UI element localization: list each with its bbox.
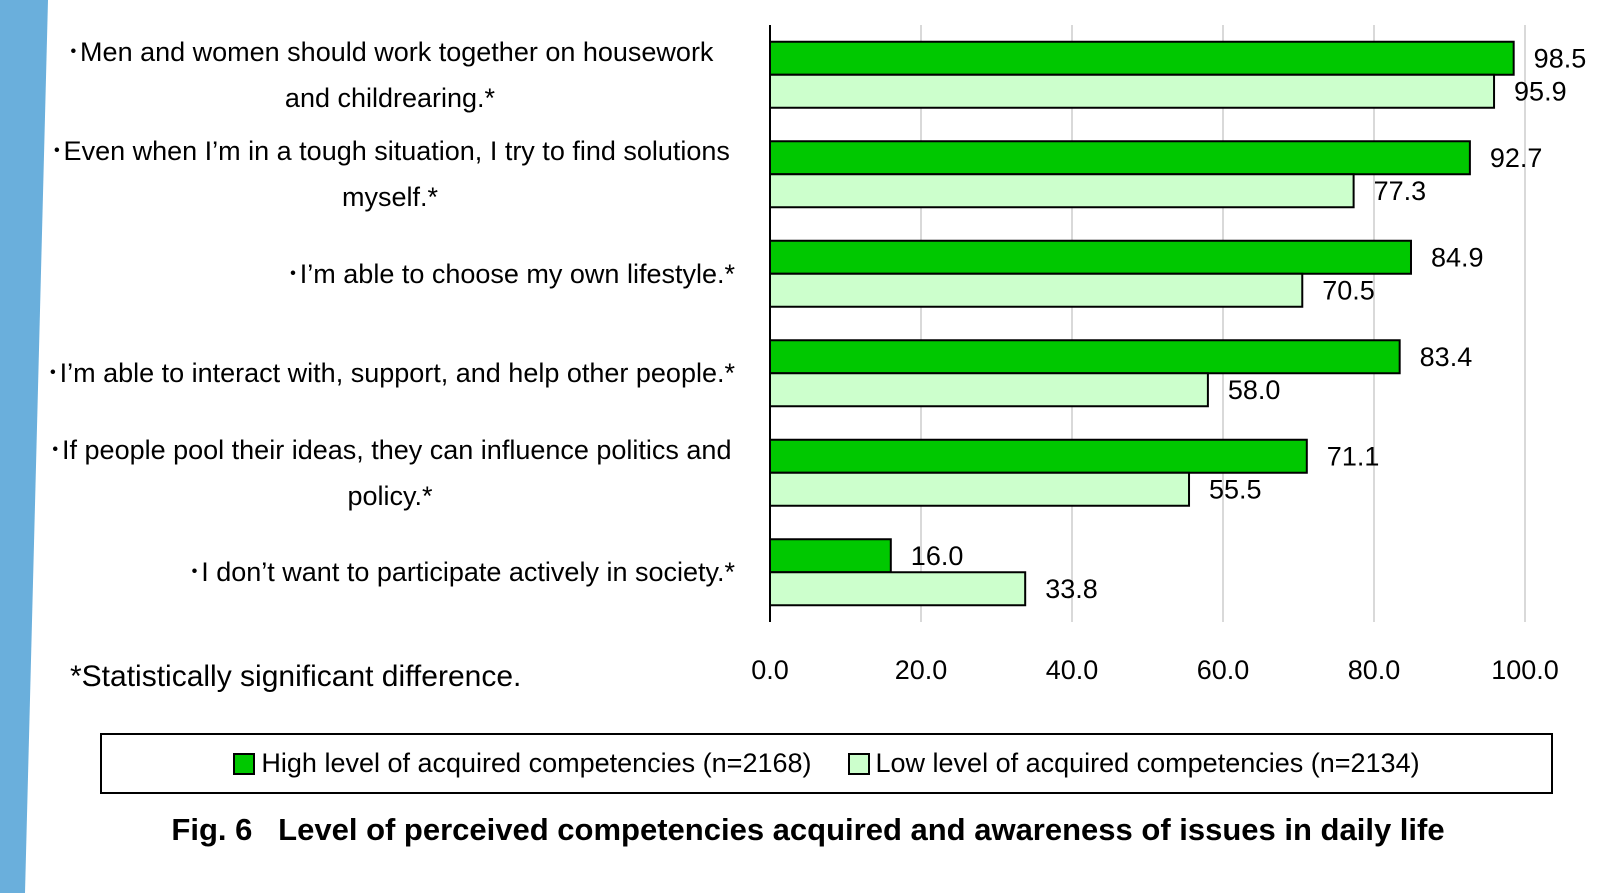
legend-swatch (847, 752, 870, 775)
side-stripe (0, 0, 48, 893)
bar (769, 173, 1355, 209)
value-label: 58.0 (1228, 375, 1281, 405)
category-label: ･I’m able to interact with, support, and… (15, 350, 735, 396)
footnote: *Statistically significant difference. (70, 660, 522, 693)
legend-item: Low level of acquired competencies (n=21… (847, 748, 1420, 779)
bar (769, 372, 1209, 408)
value-label: 16.0 (911, 541, 964, 571)
legend-label: High level of acquired competencies (n=2… (261, 748, 812, 778)
x-tick-label: 40.0 (1046, 655, 1099, 685)
category-text: ･If people pool their ideas, they can in… (48, 434, 732, 511)
x-tick-label: 100.0 (1491, 655, 1559, 685)
value-label: 33.8 (1045, 574, 1098, 604)
bar (769, 571, 1027, 607)
category-text: ･I’m able to choose my own lifestyle.* (286, 258, 735, 289)
bar (769, 438, 1308, 474)
category-label: ･I’m able to choose my own lifestyle.* (15, 251, 735, 297)
category-label: ･Men and women should work together on h… (15, 29, 735, 121)
bar (769, 538, 892, 574)
x-tick-label: 0.0 (751, 655, 789, 685)
bar (769, 339, 1401, 375)
x-tick-label: 20.0 (895, 655, 948, 685)
bar (769, 272, 1304, 308)
x-tick-label: 60.0 (1197, 655, 1250, 685)
value-label: 84.9 (1431, 242, 1484, 272)
value-label: 95.9 (1514, 76, 1567, 106)
bar (769, 40, 1515, 76)
category-text: ･Even when I’m in a tough situation, I t… (50, 136, 730, 213)
value-label: 83.4 (1420, 342, 1473, 372)
category-text: ･I don’t want to participate actively in… (187, 557, 735, 588)
category-label: ･If people pool their ideas, they can in… (15, 427, 735, 519)
bar (769, 140, 1471, 176)
value-label: 98.5 (1534, 43, 1587, 73)
x-tick-label: 80.0 (1348, 655, 1401, 685)
bar (769, 471, 1191, 507)
legend-swatch (233, 752, 256, 775)
value-label: 55.5 (1209, 474, 1262, 504)
value-label: 92.7 (1490, 143, 1543, 173)
chart-title: Fig. 6 Level of perceived competencies a… (171, 812, 1445, 847)
category-text: ･I’m able to interact with, support, and… (46, 358, 735, 389)
value-label: 71.1 (1327, 441, 1380, 471)
bar (769, 73, 1496, 109)
legend-item: High level of acquired competencies (n=2… (233, 748, 812, 779)
value-label: 70.5 (1322, 275, 1375, 305)
legend: High level of acquired competencies (n=2… (100, 733, 1553, 794)
category-text: ･Men and women should work together on h… (66, 36, 714, 113)
category-label: ･I don’t want to participate actively in… (15, 549, 735, 595)
category-label: ･Even when I’m in a tough situation, I t… (15, 128, 735, 220)
value-label: 77.3 (1374, 176, 1427, 206)
legend-label: Low level of acquired competencies (n=21… (875, 748, 1420, 778)
bar (769, 239, 1412, 275)
